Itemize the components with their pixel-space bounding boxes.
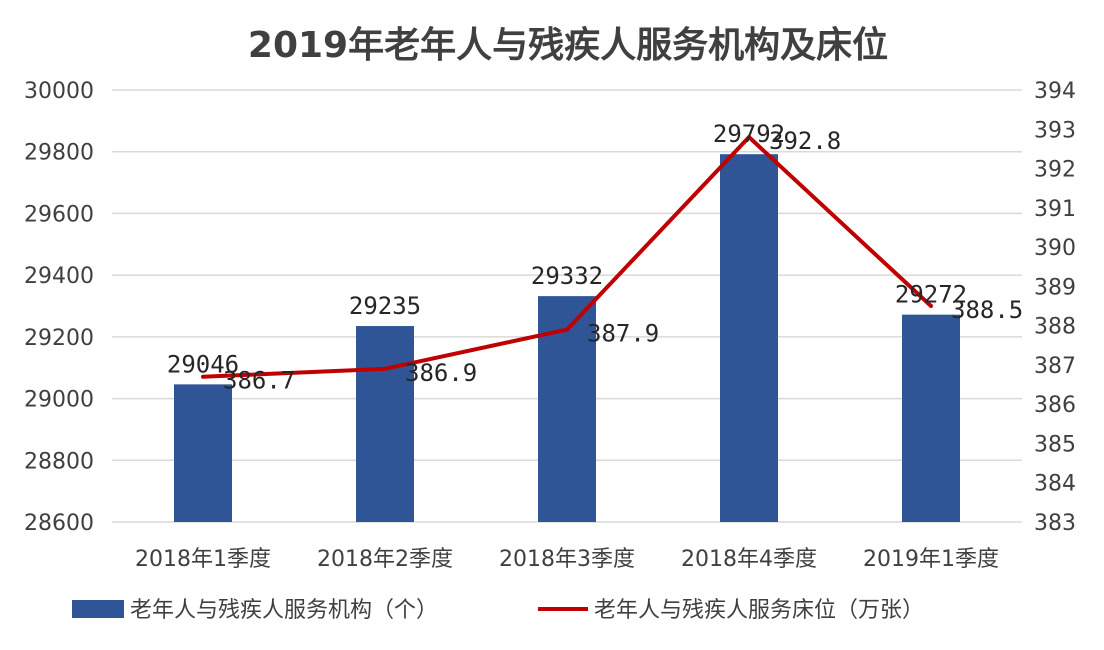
line-point — [565, 327, 569, 332]
legend-bar-label: 老年人与残疾人服务机构（个） — [130, 598, 438, 623]
bar-data-label: 29235 — [349, 292, 421, 320]
bar-data-label: 29272 — [895, 281, 967, 309]
line-data-label: 386.9 — [405, 359, 477, 387]
x-axis-categories: 2018年1季度 2018年2季度 2018年3季度 2018年4季度 2019年1季度 — [135, 547, 999, 572]
bar — [174, 384, 232, 522]
right-tick-label: 387 — [1034, 354, 1076, 379]
line-data-label: 388.5 — [951, 296, 1023, 324]
category-label: 2019年1季度 — [863, 547, 999, 572]
line-series — [201, 135, 933, 379]
right-tick-label: 385 — [1034, 432, 1076, 457]
legend-line-label: 老年人与残疾人服务床位（万张） — [594, 598, 924, 623]
left-tick-label: 28800 — [24, 449, 94, 474]
line-point — [929, 304, 933, 308]
category-label: 2018年2季度 — [317, 547, 453, 572]
bar — [356, 326, 414, 522]
right-tick-label: 383 — [1034, 511, 1076, 536]
right-tick-label: 393 — [1034, 118, 1076, 143]
left-tick-label: 29200 — [24, 326, 94, 351]
line-data-label: 392.8 — [769, 127, 841, 155]
category-label: 2018年1季度 — [135, 547, 271, 572]
right-tick-label: 394 — [1034, 79, 1076, 104]
left-tick-label: 30000 — [24, 79, 94, 104]
line-data-label: 386.7 — [223, 367, 295, 395]
data-labels: 29046 29235 29332 29792 29272 386.7 386.9 387.9… — [167, 120, 1023, 395]
legend: 老年人与残疾人服务机构（个） 老年人与残疾人服务床位（万张） — [72, 598, 924, 623]
line-point — [201, 374, 205, 379]
right-tick-label: 389 — [1034, 275, 1076, 300]
bar — [720, 154, 778, 522]
right-tick-label: 388 — [1034, 315, 1076, 340]
line-point — [747, 135, 751, 140]
bar-data-label: 29332 — [531, 262, 603, 290]
legend-bar-swatch — [72, 600, 124, 618]
bar-series — [174, 154, 960, 522]
category-label: 2018年4季度 — [681, 547, 817, 572]
category-label: 2018年3季度 — [499, 547, 635, 572]
right-tick-label: 391 — [1034, 197, 1076, 222]
bar-data-label: 29792 — [713, 120, 785, 148]
line-data-label: 387.9 — [587, 320, 659, 348]
left-tick-label: 29000 — [24, 388, 94, 413]
left-tick-label: 29600 — [24, 202, 94, 227]
right-tick-label: 386 — [1034, 393, 1076, 418]
right-tick-label: 384 — [1034, 472, 1076, 497]
bar — [902, 314, 960, 522]
right-tick-label: 392 — [1034, 158, 1076, 183]
left-tick-label: 28600 — [24, 511, 94, 536]
right-y-axis: 383 384 385 386 387 388 389 390 391 392 393 394 — [1034, 79, 1076, 536]
left-y-axis: 28600 28800 29000 29200 29400 29600 29800 30000 — [24, 79, 94, 536]
line-point — [383, 366, 387, 371]
chart-title: 2019年老年人与残疾人服务机构及床位 — [248, 25, 888, 66]
left-tick-label: 29800 — [24, 141, 94, 166]
left-tick-label: 29400 — [24, 264, 94, 289]
right-tick-label: 390 — [1034, 236, 1076, 261]
bar-data-label: 29046 — [167, 350, 239, 378]
